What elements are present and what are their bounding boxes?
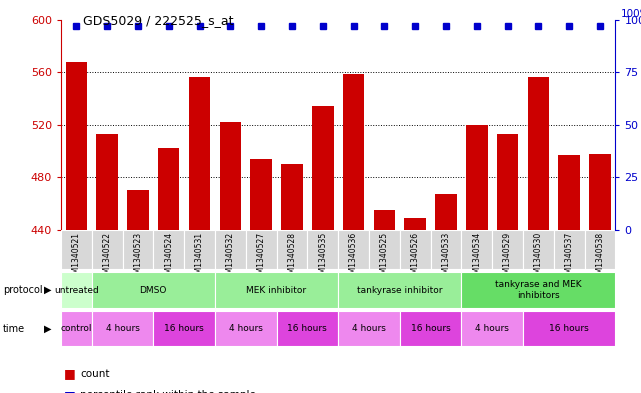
Text: GSM1340528: GSM1340528 [287, 232, 296, 283]
FancyBboxPatch shape [462, 311, 523, 346]
FancyBboxPatch shape [215, 230, 246, 269]
Text: 100%: 100% [621, 9, 641, 18]
Text: GSM1340536: GSM1340536 [349, 232, 358, 283]
Text: GDS5029 / 222525_s_at: GDS5029 / 222525_s_at [83, 14, 234, 27]
Text: GSM1340538: GSM1340538 [595, 232, 604, 283]
Bar [589, 154, 611, 230]
Text: GSM1340523: GSM1340523 [133, 232, 142, 283]
FancyBboxPatch shape [276, 311, 338, 346]
FancyBboxPatch shape [153, 311, 215, 346]
FancyBboxPatch shape [246, 230, 276, 269]
Bar [497, 134, 519, 230]
Text: tankyrase inhibitor: tankyrase inhibitor [357, 286, 442, 294]
Text: GSM1340535: GSM1340535 [318, 232, 327, 283]
Text: ▶: ▶ [44, 285, 52, 295]
FancyBboxPatch shape [184, 230, 215, 269]
Bar [96, 134, 118, 230]
FancyBboxPatch shape [276, 230, 307, 269]
FancyBboxPatch shape [338, 272, 462, 308]
Bar [312, 107, 333, 230]
Text: 4 hours: 4 hours [106, 324, 140, 333]
FancyBboxPatch shape [338, 311, 400, 346]
Bar [219, 122, 241, 230]
Text: 4 hours: 4 hours [229, 324, 263, 333]
Text: 16 hours: 16 hours [549, 324, 589, 333]
Text: percentile rank within the sample: percentile rank within the sample [80, 390, 256, 393]
Bar [188, 77, 210, 230]
Text: GSM1340522: GSM1340522 [103, 232, 112, 283]
Text: GSM1340534: GSM1340534 [472, 232, 481, 283]
Text: control: control [60, 324, 92, 333]
Bar [374, 210, 395, 230]
FancyBboxPatch shape [431, 230, 462, 269]
Bar [404, 218, 426, 230]
Text: 16 hours: 16 hours [164, 324, 204, 333]
Bar [127, 191, 149, 230]
Bar [528, 77, 549, 230]
Text: GSM1340533: GSM1340533 [442, 232, 451, 283]
Bar [281, 164, 303, 230]
Text: GSM1340537: GSM1340537 [565, 232, 574, 283]
Bar [558, 155, 580, 230]
FancyBboxPatch shape [215, 311, 276, 346]
Text: GSM1340529: GSM1340529 [503, 232, 512, 283]
FancyBboxPatch shape [369, 230, 400, 269]
Bar [343, 73, 364, 230]
FancyBboxPatch shape [585, 230, 615, 269]
Text: MEK inhibitor: MEK inhibitor [246, 286, 306, 294]
Bar [65, 62, 87, 230]
Text: tankyrase and MEK
inhibitors: tankyrase and MEK inhibitors [495, 280, 581, 300]
Text: GSM1340524: GSM1340524 [164, 232, 173, 283]
FancyBboxPatch shape [61, 311, 92, 346]
Text: 4 hours: 4 hours [352, 324, 386, 333]
FancyBboxPatch shape [400, 230, 431, 269]
FancyBboxPatch shape [61, 230, 92, 269]
FancyBboxPatch shape [215, 272, 338, 308]
Text: 4 hours: 4 hours [475, 324, 509, 333]
FancyBboxPatch shape [307, 230, 338, 269]
Bar [435, 195, 457, 230]
FancyBboxPatch shape [492, 230, 523, 269]
Text: DMSO: DMSO [140, 286, 167, 294]
Text: GSM1340531: GSM1340531 [195, 232, 204, 283]
Text: time: time [3, 323, 26, 334]
Text: GSM1340527: GSM1340527 [256, 232, 265, 283]
Text: untreated: untreated [54, 286, 99, 294]
FancyBboxPatch shape [92, 272, 215, 308]
FancyBboxPatch shape [92, 311, 153, 346]
FancyBboxPatch shape [462, 272, 615, 308]
Text: GSM1340532: GSM1340532 [226, 232, 235, 283]
Bar [251, 159, 272, 230]
FancyBboxPatch shape [153, 230, 184, 269]
Text: ■: ■ [64, 367, 76, 380]
Text: ■: ■ [64, 389, 76, 393]
FancyBboxPatch shape [554, 230, 585, 269]
Text: count: count [80, 369, 110, 379]
Text: GSM1340521: GSM1340521 [72, 232, 81, 283]
Text: 16 hours: 16 hours [287, 324, 327, 333]
FancyBboxPatch shape [523, 230, 554, 269]
Bar [158, 149, 179, 230]
Text: GSM1340526: GSM1340526 [411, 232, 420, 283]
Text: protocol: protocol [3, 285, 43, 295]
FancyBboxPatch shape [338, 230, 369, 269]
FancyBboxPatch shape [92, 230, 122, 269]
Text: ▶: ▶ [44, 323, 52, 334]
FancyBboxPatch shape [400, 311, 462, 346]
Text: 16 hours: 16 hours [411, 324, 451, 333]
Text: GSM1340525: GSM1340525 [380, 232, 389, 283]
Text: GSM1340530: GSM1340530 [534, 232, 543, 283]
FancyBboxPatch shape [122, 230, 153, 269]
FancyBboxPatch shape [523, 311, 615, 346]
Bar [466, 125, 488, 230]
FancyBboxPatch shape [61, 272, 92, 308]
FancyBboxPatch shape [462, 230, 492, 269]
